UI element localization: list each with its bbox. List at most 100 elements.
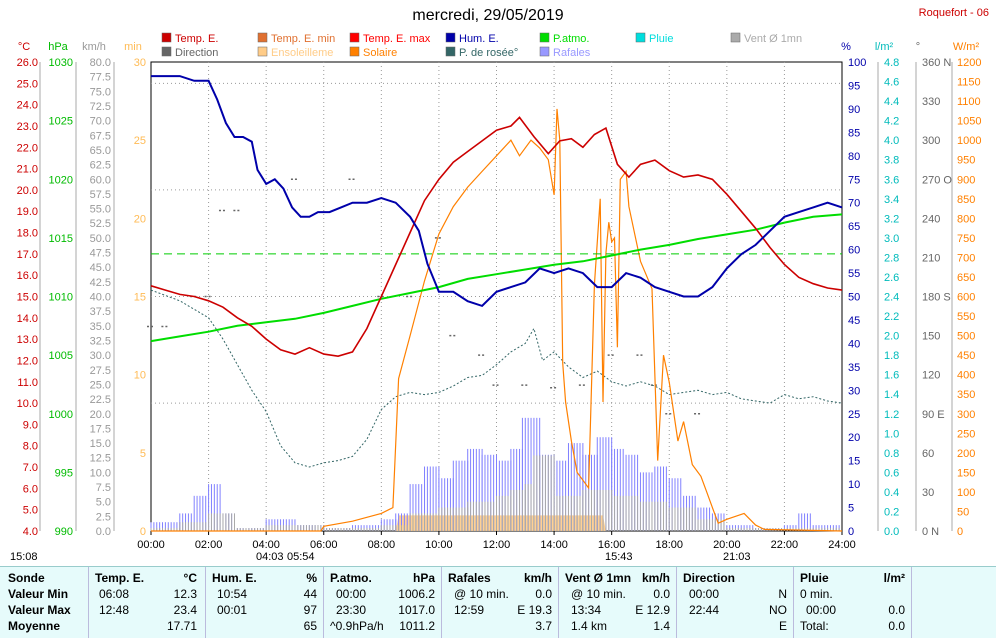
legend-label: Ensoleilleme <box>271 47 333 59</box>
wind-tick: 40.0 <box>90 292 111 304</box>
rain-tick: 2.8 <box>884 252 899 264</box>
unit: km/h <box>523 571 552 585</box>
rain-tick: 1.2 <box>884 409 899 421</box>
hum-tick: 5 <box>848 503 854 515</box>
series-pressure <box>150 213 843 343</box>
weather-chart: mercredi, 29/05/2019 Roquefort - 06 Temp. … <box>10 7 989 563</box>
value: 17.71 <box>166 619 197 633</box>
dir-tick: 90 E <box>922 409 945 421</box>
solar-tick: 450 <box>957 350 975 362</box>
hum-tick: 20 <box>848 432 860 444</box>
solar-tick: 700 <box>957 252 975 264</box>
hdr-direction: Direction <box>683 571 736 585</box>
time-tick: 22:00 <box>771 539 799 551</box>
temp-tick: 16.0 <box>17 270 38 282</box>
value: 3.7 <box>535 619 552 633</box>
rain-tick: 1.6 <box>884 370 899 382</box>
wind-tick: 65.0 <box>90 145 111 157</box>
rain-tick: 3.8 <box>884 155 899 167</box>
wind-tick: 25.0 <box>90 379 111 391</box>
temp-tick: 23.0 <box>17 121 38 133</box>
value: NO <box>769 603 787 617</box>
time: 22:44 <box>689 603 720 617</box>
series-dewpoint <box>150 289 843 468</box>
rain-tick: 2.2 <box>884 311 899 323</box>
rain-tick: 0.6 <box>884 467 899 479</box>
legend-label: Hum. E. <box>459 33 499 45</box>
dir-tick: 300 <box>922 135 940 147</box>
hum-tick: 0 <box>848 526 854 538</box>
chart-title: mercredi, 29/05/2019 <box>412 7 563 24</box>
sun-tick: 0 <box>140 526 146 538</box>
temp-tick: 19.0 <box>17 206 38 218</box>
time: @ 10 min. <box>571 587 626 601</box>
time: 13:34 <box>571 603 602 617</box>
rain-tick: 2.6 <box>884 272 899 284</box>
legend-swatch <box>257 46 268 57</box>
unit: l/m² <box>883 571 905 585</box>
temp-tick: 26.0 <box>17 57 38 69</box>
sun-tick: 5 <box>140 448 146 460</box>
hum-tick: 90 <box>848 104 860 116</box>
rain-tick: 4.8 <box>884 57 899 69</box>
time: 12:59 <box>454 603 485 617</box>
dir-tick: 150 <box>922 331 940 343</box>
legend-swatch <box>445 32 456 43</box>
hdr-pluie: Pluie <box>800 571 829 585</box>
temp-tick: 22.0 <box>17 142 38 154</box>
hum-tick: 95 <box>848 80 860 92</box>
time-tick: 08:00 <box>368 539 396 551</box>
solar-tick: 1150 <box>957 77 981 89</box>
rain-tick: 4.2 <box>884 116 899 128</box>
temp-tick: 11.0 <box>17 377 38 389</box>
legend-swatch <box>539 32 550 43</box>
time-tick: 24:00 <box>828 539 856 551</box>
rain-tick: 3.6 <box>884 174 899 186</box>
value: 1006.2 <box>398 587 435 601</box>
sun-mark-left: 15:08 <box>10 551 38 563</box>
wind-tick: 67.5 <box>90 130 111 142</box>
time: 00:01 <box>217 603 248 617</box>
hum-tick: 85 <box>848 127 860 139</box>
legend-swatch <box>349 46 360 57</box>
wind-tick: 72.5 <box>90 101 111 113</box>
wind-tick: 50.0 <box>90 233 111 245</box>
wind-tick: 35.0 <box>90 321 111 333</box>
wind-tick: 45.0 <box>90 262 111 274</box>
solar-tick: 350 <box>957 389 975 401</box>
rain-tick: 4.0 <box>884 135 899 147</box>
summary-table: Sonde Valeur Min Valeur Max Moyenne Temp… <box>0 566 996 638</box>
hum-tick: 75 <box>848 174 860 186</box>
time: 12:48 <box>99 603 130 617</box>
col-patmo: P.atmo. hPa 00:00 1006.2 23:30 1017.0 ^0.9h… <box>323 567 442 638</box>
wind-tick: 17.5 <box>90 423 111 435</box>
rain-tick: 2.0 <box>884 331 899 343</box>
unit: % <box>306 571 317 585</box>
temp-tick: 13.0 <box>17 334 38 346</box>
hum-tick: 30 <box>848 385 860 397</box>
row-label: Valeur Min <box>8 587 69 601</box>
rain-unit: l/m² <box>875 41 894 53</box>
dir-tick: 270 O <box>922 174 952 186</box>
time: @ 10 min. <box>454 587 509 601</box>
time: 00:00 <box>806 603 837 617</box>
hdr-hum: Hum. E. <box>212 571 257 585</box>
legend-swatch <box>349 32 360 43</box>
wind-tick: 15.0 <box>90 438 111 450</box>
value: 1017.0 <box>398 603 435 617</box>
wind-tick: 60.0 <box>90 174 111 186</box>
hum-tick: 15 <box>848 456 860 468</box>
series-solar <box>151 108 843 532</box>
wind-tick: 22.5 <box>90 394 111 406</box>
rain-tick: 0.0 <box>884 526 899 538</box>
legend-swatch <box>161 32 172 43</box>
temp-tick: 7.0 <box>23 462 38 474</box>
sun-mark-t2: 05:54 <box>287 551 315 563</box>
temp-tick: 12.0 <box>17 355 38 367</box>
temp-tick: 15.0 <box>17 292 38 304</box>
temp-tick: 17.0 <box>17 249 38 261</box>
solar-tick: 650 <box>957 272 975 284</box>
time-tick: 06:00 <box>310 539 338 551</box>
solar-tick: 850 <box>957 194 975 206</box>
temp-tick: 6.0 <box>23 483 38 495</box>
